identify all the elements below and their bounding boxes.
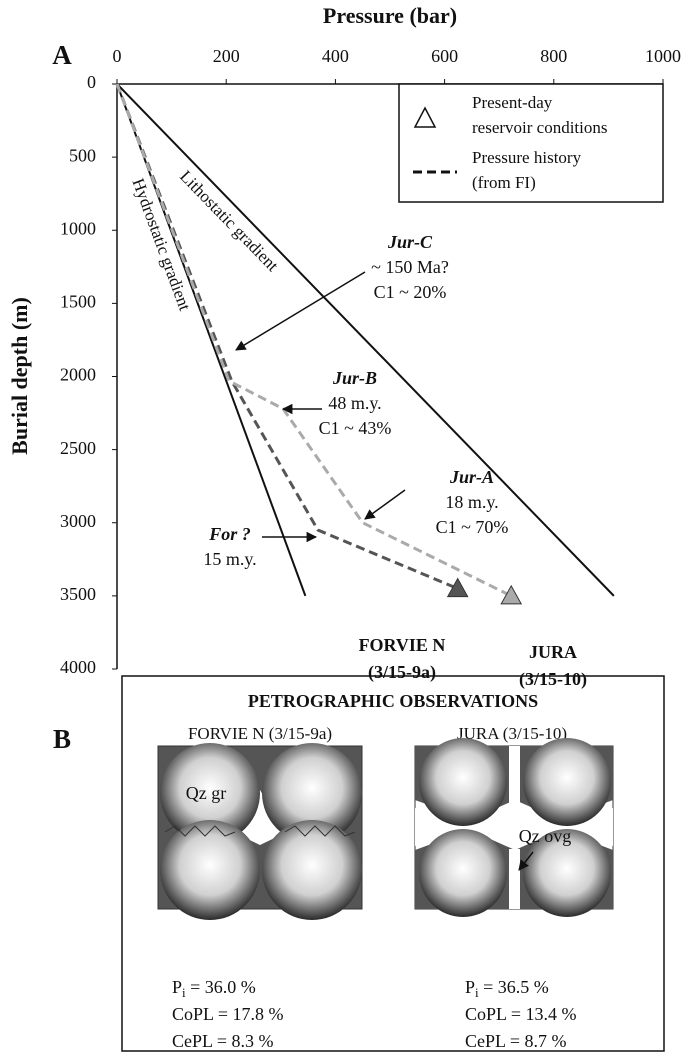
x-tick-label: 800 — [540, 46, 567, 66]
y-tick-label: 3000 — [60, 511, 96, 531]
y-axis-title: Burial depth (m) — [7, 297, 32, 455]
x-tick-label: 200 — [213, 46, 240, 66]
well-label: (3/15-9a) — [368, 662, 436, 683]
annotation-text: 18 m.y. — [445, 492, 498, 512]
legend-label: Present-day — [472, 93, 553, 112]
y-tick-label: 2500 — [60, 438, 96, 458]
annotation-title: Jur-B — [332, 368, 377, 388]
stat-label: CePL — [465, 1031, 505, 1051]
x-tick-label: 400 — [322, 46, 349, 66]
reservoir-marker — [446, 577, 469, 598]
y-tick-label: 0 — [87, 72, 96, 92]
y-tick-label: 500 — [69, 145, 96, 165]
annotation-text: C1 ~ 70% — [436, 517, 509, 537]
stat-value: = 17.8 % — [213, 1004, 283, 1024]
panel-frame — [121, 675, 665, 1052]
stat: CoPL = 13.4 % — [465, 1004, 577, 1024]
annotation-title: Jur-A — [449, 467, 494, 487]
annotation-title: For ? — [208, 524, 251, 544]
gradient-label: Lithostatic gradient — [176, 167, 282, 276]
stat-value: = 13.4 % — [506, 1004, 576, 1024]
well-label: FORVIE N — [359, 635, 446, 655]
arrow — [364, 489, 406, 520]
gradient-line — [116, 83, 615, 597]
well-label: (3/15-10) — [519, 669, 587, 690]
well-name: JURA (3/15-10) — [457, 724, 567, 743]
stat: Pi = 36.0 % — [172, 977, 256, 1000]
plot: 0 200 400 600 800 1000 0 500 1000 1500 2000 2500 300… — [60, 46, 681, 690]
stat-value: = 8.7 % — [505, 1031, 566, 1051]
stat-label: P — [465, 977, 475, 997]
stat-label: CePL — [172, 1031, 212, 1051]
stat-label: CoPL — [465, 1004, 506, 1024]
stat-value: = 36.5 % — [479, 977, 549, 997]
y-tick-label: 3500 — [60, 584, 96, 604]
legend-label: Pressure history — [472, 148, 582, 167]
y-tick-label: 1500 — [60, 292, 96, 312]
stat-subscript: i — [182, 985, 186, 1000]
y-tick-label: 4000 — [60, 657, 96, 677]
stat-label: P — [172, 977, 182, 997]
well-name: FORVIE N (3/15-9a) — [188, 724, 332, 743]
legend-label: (from FI) — [472, 173, 536, 192]
legend-symbol — [413, 106, 437, 128]
panel-title: PETROGRAPHIC OBSERVATIONS — [248, 691, 538, 711]
annotation-text: 48 m.y. — [328, 393, 381, 413]
stat-value: = 8.3 % — [212, 1031, 273, 1051]
panel-label: A — [52, 40, 72, 70]
stat: CoPL = 17.8 % — [172, 1004, 284, 1024]
stats: Pi = 36.0 %CoPL = 17.8 %CePL = 8.3 %Pi =… — [172, 977, 577, 1051]
stat-value: = 36.0 % — [186, 977, 256, 997]
reservoir-marker — [500, 584, 523, 605]
panel-label: B — [53, 724, 71, 754]
well-label: JURA — [529, 642, 577, 662]
y-tick-label: 2000 — [60, 365, 96, 385]
x-tick-label: 600 — [431, 46, 458, 66]
annotation-text: ~ 150 Ma? — [371, 257, 449, 277]
x-tick-label: 0 — [113, 46, 122, 66]
annotation-title: Jur-C — [387, 232, 433, 252]
arrow — [235, 271, 366, 351]
annotation-text: C1 ~ 43% — [319, 418, 392, 438]
legend-box — [398, 83, 664, 203]
annotation-text: C1 ~ 20% — [374, 282, 447, 302]
stat: CePL = 8.3 % — [172, 1031, 274, 1051]
annotation-text: 15 m.y. — [203, 549, 256, 569]
gradient-line — [116, 83, 307, 597]
grain-label: Qz gr — [186, 783, 226, 803]
y-tick-label: 1000 — [60, 218, 96, 238]
x-axis-title: Pressure (bar) — [323, 3, 457, 28]
grain-diagram: Qz gr — [157, 743, 363, 920]
stat: Pi = 36.5 % — [465, 977, 549, 1000]
stat-subscript: i — [475, 985, 479, 1000]
stat-label: CoPL — [172, 1004, 213, 1024]
x-tick-label: 1000 — [645, 46, 681, 66]
grain-label: Qz ovg — [519, 826, 572, 846]
arrow — [518, 851, 534, 871]
legend-label: reservoir conditions — [472, 118, 608, 137]
stat: CePL = 8.7 % — [465, 1031, 567, 1051]
grain-diagram: Qz ovg — [414, 738, 614, 917]
